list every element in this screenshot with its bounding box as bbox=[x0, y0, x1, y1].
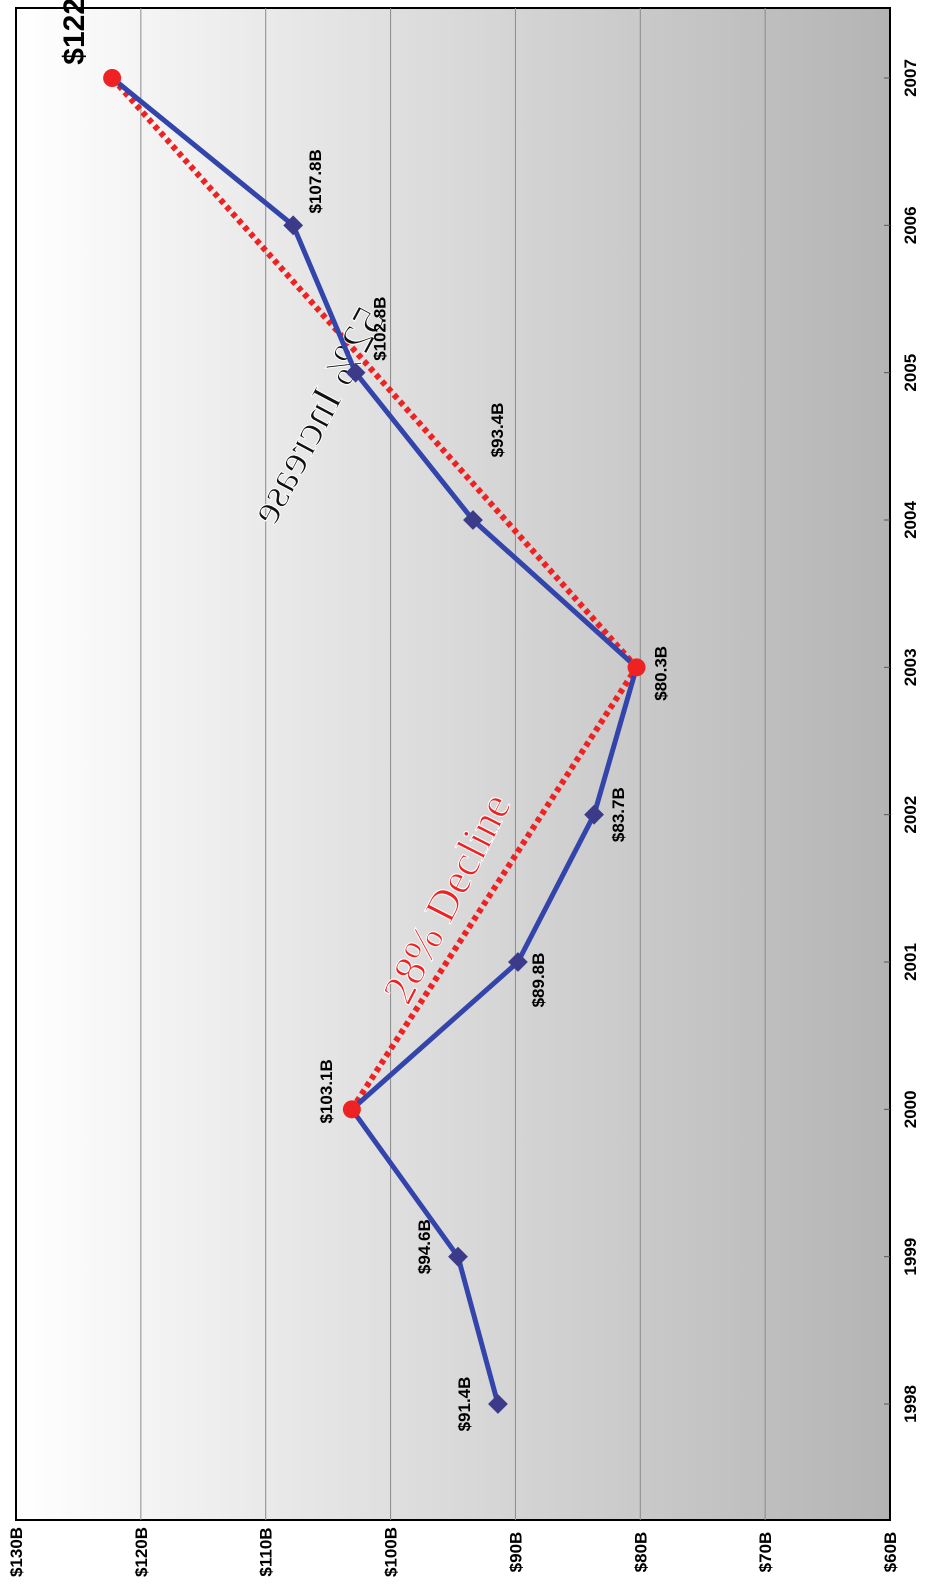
highlight-point bbox=[627, 658, 646, 677]
series bbox=[103, 69, 646, 1414]
data-point bbox=[584, 804, 604, 825]
y-tick-label: $120B bbox=[132, 1527, 151, 1577]
y-tick-label: $80B bbox=[631, 1532, 650, 1573]
y-tick-label: $90B bbox=[506, 1532, 525, 1573]
highlight-point bbox=[103, 69, 122, 87]
y-tick-label: $60B bbox=[881, 1532, 900, 1573]
y-tick-label: $130B bbox=[7, 1527, 26, 1577]
data-label: $93.4B bbox=[488, 403, 507, 458]
data-label: $94.6B bbox=[415, 1219, 434, 1274]
data-label: $89.8B bbox=[529, 953, 548, 1008]
x-tick-label: 2004 bbox=[901, 501, 920, 539]
data-label: $107.8B bbox=[306, 149, 325, 213]
data-label: $102.8B bbox=[371, 297, 390, 361]
data-point bbox=[448, 1246, 468, 1267]
trend-lines bbox=[109, 76, 640, 1111]
data-label: $103.1B bbox=[317, 1059, 336, 1123]
x-tick-label: 1998 bbox=[901, 1385, 920, 1423]
data-point bbox=[345, 362, 366, 383]
series-line bbox=[110, 76, 640, 1405]
x-tick-label: 2005 bbox=[901, 354, 920, 392]
data-labels: $91.4B $94.6B $103.1B $89.8B $83.7B $80.3B $93… bbox=[58, 0, 670, 1431]
x-tick-label: 2006 bbox=[901, 206, 920, 244]
y-tick-label: $70B bbox=[756, 1532, 775, 1573]
data-point bbox=[283, 215, 304, 236]
y-tick-label: $110B bbox=[257, 1527, 276, 1576]
gridlines bbox=[140, 8, 766, 1520]
x-tick-label: 1999 bbox=[901, 1238, 920, 1276]
data-point bbox=[488, 1394, 508, 1414]
x-tick-label: 2001 bbox=[901, 943, 920, 981]
data-point bbox=[463, 510, 483, 530]
highlight-point bbox=[342, 1100, 361, 1119]
data-label: $91.4B bbox=[455, 1377, 474, 1432]
y-axis-ticks: $60B $70B $80B $90B $100B $110B $120B $130B bbox=[7, 1527, 900, 1577]
x-tick-label: 2003 bbox=[901, 648, 920, 686]
plot-background bbox=[15, 7, 891, 1521]
data-label: $83.7B bbox=[609, 787, 628, 842]
trend-line bbox=[349, 665, 640, 1111]
data-label: $122.3B bbox=[58, 0, 91, 65]
x-tick-label: 2000 bbox=[901, 1090, 920, 1128]
x-tick-label: 2007 bbox=[901, 59, 920, 97]
data-label: $80.3B bbox=[652, 646, 671, 701]
x-tick-label: 2002 bbox=[901, 796, 920, 834]
y-tick-label: $100B bbox=[382, 1527, 401, 1577]
x-axis-ticks: 1998 1999 2000 2001 2002 2003 2004 2005 2006 2007 bbox=[884, 59, 920, 1423]
trend-line bbox=[109, 76, 639, 670]
